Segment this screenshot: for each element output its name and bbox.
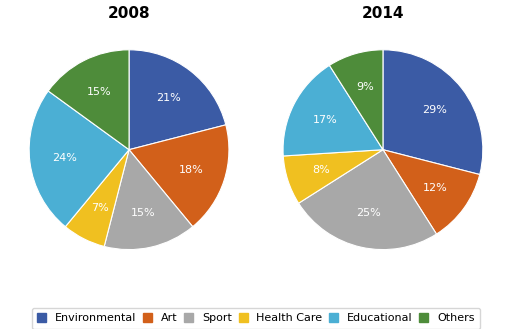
Title: 2008: 2008 xyxy=(108,6,151,21)
Wedge shape xyxy=(283,65,383,156)
Text: 25%: 25% xyxy=(356,208,381,218)
Text: 24%: 24% xyxy=(52,153,77,163)
Wedge shape xyxy=(129,125,229,227)
Wedge shape xyxy=(383,50,483,175)
Text: 8%: 8% xyxy=(312,165,330,175)
Text: 15%: 15% xyxy=(87,87,112,97)
Legend: Environmental, Art, Sport, Health Care, Educational, Others: Environmental, Art, Sport, Health Care, … xyxy=(32,308,480,329)
Wedge shape xyxy=(129,50,226,150)
Wedge shape xyxy=(104,150,193,250)
Text: 29%: 29% xyxy=(422,105,446,115)
Title: 2014: 2014 xyxy=(361,6,404,21)
Wedge shape xyxy=(48,50,129,150)
Text: 15%: 15% xyxy=(131,208,156,218)
Wedge shape xyxy=(66,150,129,246)
Wedge shape xyxy=(329,50,383,150)
Text: 21%: 21% xyxy=(157,93,181,103)
Text: 18%: 18% xyxy=(178,165,203,175)
Wedge shape xyxy=(283,150,383,203)
Wedge shape xyxy=(298,150,437,250)
Text: 7%: 7% xyxy=(91,203,109,213)
Text: 9%: 9% xyxy=(356,82,374,92)
Text: 12%: 12% xyxy=(423,183,448,193)
Wedge shape xyxy=(383,150,480,234)
Text: 17%: 17% xyxy=(313,115,337,125)
Wedge shape xyxy=(29,91,129,227)
